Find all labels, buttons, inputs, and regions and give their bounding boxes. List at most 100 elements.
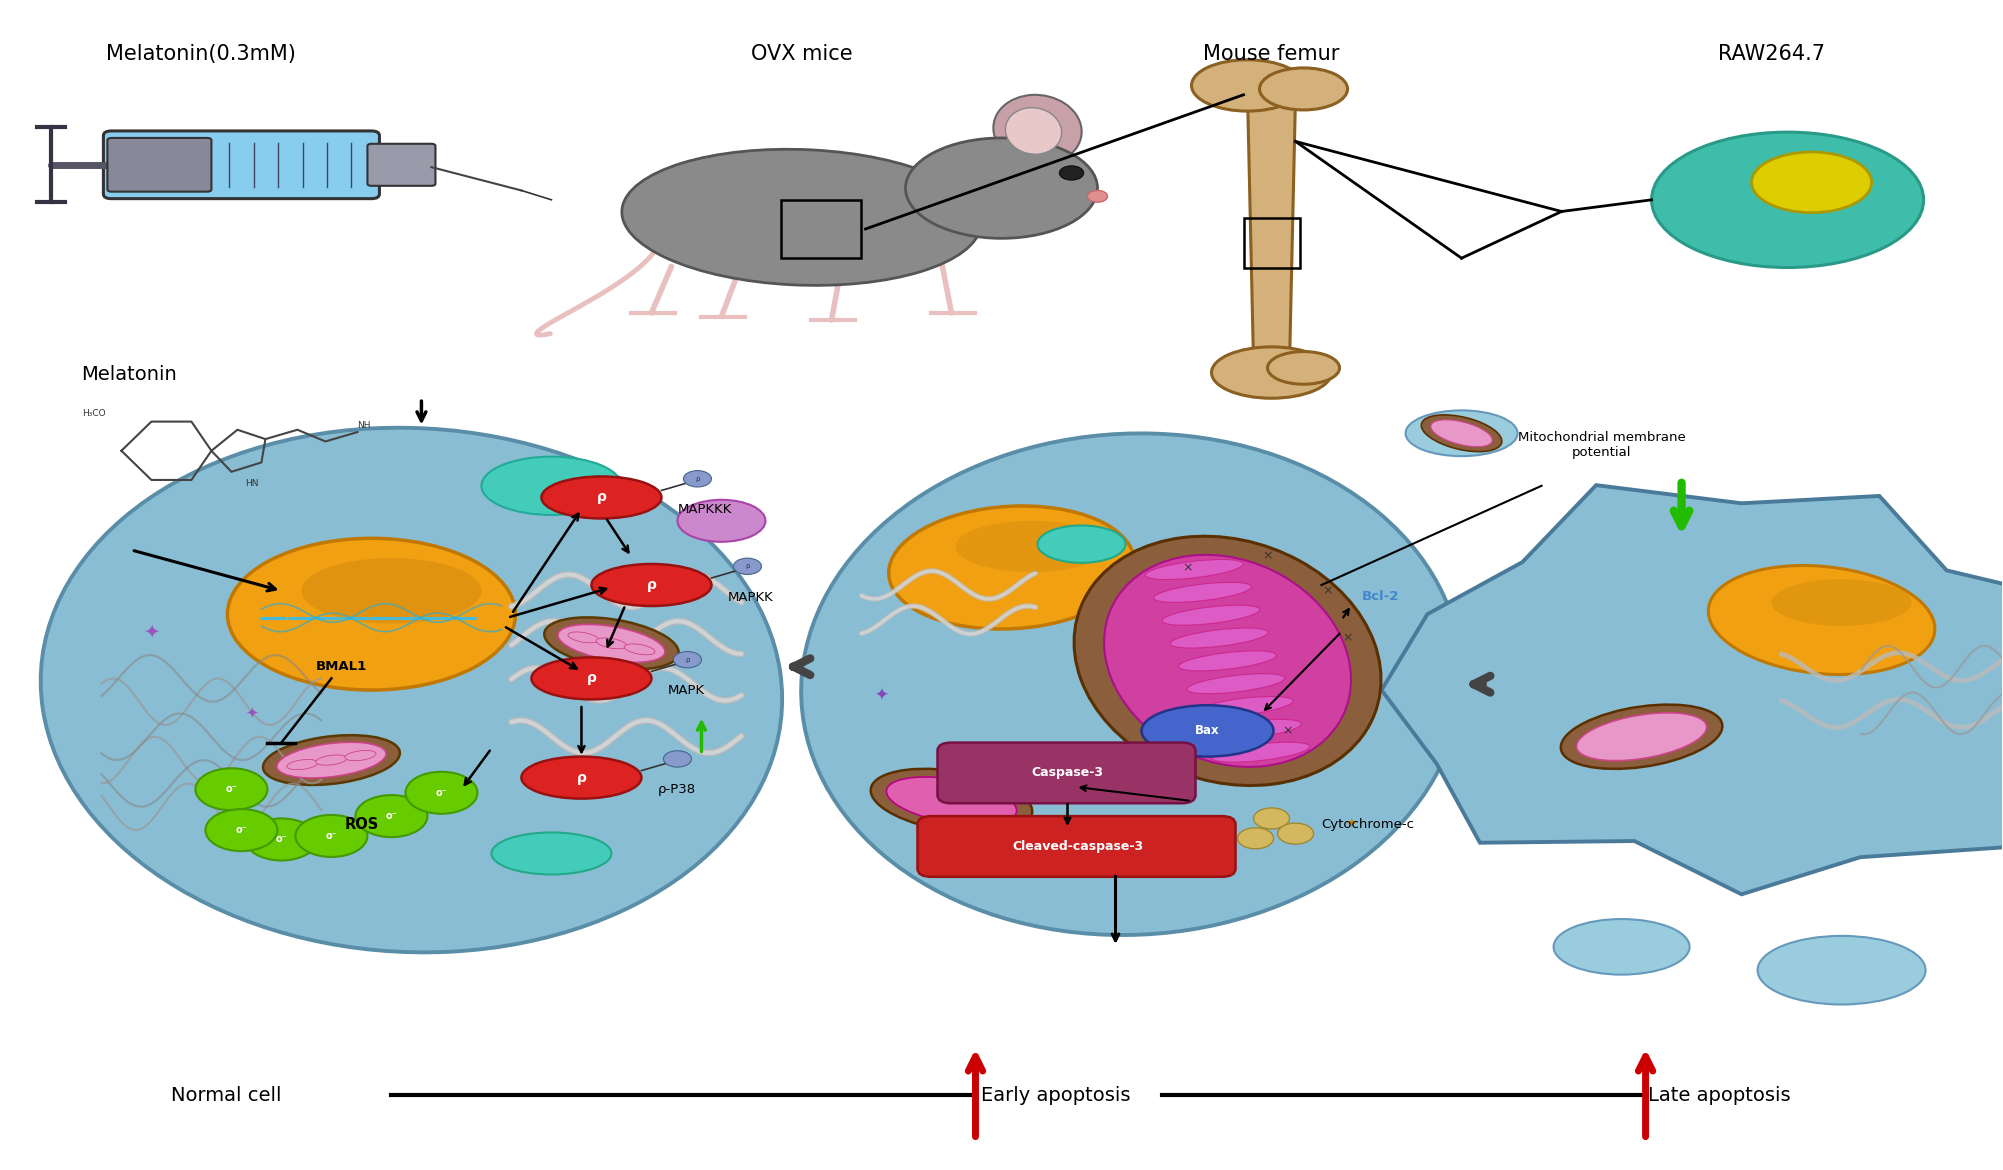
Ellipse shape [1074,536,1380,785]
FancyBboxPatch shape [104,131,379,199]
FancyBboxPatch shape [937,743,1196,804]
Text: Mouse femur: Mouse femur [1204,44,1340,64]
Text: ×: × [1182,560,1192,574]
Ellipse shape [1771,579,1911,626]
Polygon shape [1382,486,2003,894]
Text: ρ: ρ [647,578,657,592]
Ellipse shape [1006,108,1062,154]
Ellipse shape [889,505,1134,629]
Ellipse shape [1709,565,1935,675]
Ellipse shape [1196,696,1294,716]
Ellipse shape [1560,704,1723,769]
Text: H₃CO: H₃CO [82,410,106,418]
FancyBboxPatch shape [367,144,435,186]
Ellipse shape [1188,674,1284,694]
Text: Bax: Bax [1196,724,1220,737]
Circle shape [405,772,477,814]
Ellipse shape [1192,60,1304,111]
Ellipse shape [621,150,981,285]
Ellipse shape [1554,920,1691,975]
Ellipse shape [1260,68,1348,110]
Ellipse shape [1142,706,1274,757]
Text: ✦: ✦ [875,687,889,704]
Circle shape [733,558,761,574]
Ellipse shape [481,456,621,515]
Text: o⁻: o⁻ [385,811,397,821]
Ellipse shape [228,538,515,690]
Polygon shape [1248,95,1296,363]
Ellipse shape [1268,351,1340,384]
Text: ✦: ✦ [244,706,258,721]
Text: ×: × [1342,631,1352,644]
Text: OVX mice: OVX mice [751,44,853,64]
Text: MAPK: MAPK [667,684,705,697]
Ellipse shape [262,735,401,785]
Ellipse shape [541,476,661,518]
Circle shape [206,810,278,851]
Ellipse shape [1576,713,1707,760]
Text: Mitochondrial membrane
potential: Mitochondrial membrane potential [1518,431,1685,459]
Circle shape [1278,824,1314,844]
Text: Cleaved-caspase-3: Cleaved-caspase-3 [1012,840,1144,853]
Circle shape [1088,191,1108,202]
Circle shape [663,751,691,768]
Ellipse shape [625,644,655,655]
Circle shape [1238,828,1274,848]
FancyBboxPatch shape [917,817,1236,876]
Ellipse shape [677,500,765,542]
Ellipse shape [521,757,641,799]
Ellipse shape [300,558,481,624]
Ellipse shape [1212,742,1310,762]
Ellipse shape [276,742,387,778]
Text: ✦: ✦ [144,622,160,641]
FancyBboxPatch shape [108,138,212,192]
Bar [781,200,861,259]
Text: o⁻: o⁻ [276,834,286,845]
Ellipse shape [545,618,679,669]
Text: NH: NH [357,420,371,429]
Circle shape [246,819,316,860]
Ellipse shape [597,638,627,649]
Text: ×: × [1262,550,1272,563]
Circle shape [1060,166,1084,180]
Ellipse shape [1154,583,1252,603]
Text: ROS: ROS [345,817,379,832]
Ellipse shape [1422,415,1502,452]
Ellipse shape [1038,525,1126,563]
Ellipse shape [801,433,1462,935]
Text: o⁻: o⁻ [435,787,447,798]
Ellipse shape [993,95,1082,165]
Ellipse shape [531,658,651,700]
Text: Late apoptosis: Late apoptosis [1648,1086,1791,1104]
Ellipse shape [286,759,318,770]
Text: Melatonin: Melatonin [82,365,176,385]
Ellipse shape [887,777,1018,825]
Text: ρ-P38: ρ-P38 [657,784,695,797]
Text: o⁻: o⁻ [236,825,246,835]
Circle shape [683,470,711,487]
Text: Cytochrome-c: Cytochrome-c [1322,818,1414,831]
Text: BMAL1: BMAL1 [316,660,367,673]
Ellipse shape [871,769,1032,833]
Ellipse shape [569,632,599,642]
Text: ρ: ρ [577,771,587,785]
Ellipse shape [1104,555,1350,766]
Text: Caspase-3: Caspase-3 [1032,766,1104,779]
Circle shape [294,815,367,856]
Text: o⁻: o⁻ [326,831,337,841]
Text: MAPKK: MAPKK [727,591,773,604]
Text: ρ: ρ [745,563,749,570]
Ellipse shape [1757,936,1925,1005]
Ellipse shape [316,755,347,765]
Ellipse shape [1212,346,1332,398]
Bar [1244,219,1300,268]
Circle shape [355,796,427,837]
Ellipse shape [491,832,611,874]
Ellipse shape [345,750,377,760]
Ellipse shape [1751,152,1871,213]
Ellipse shape [1170,628,1268,648]
Text: o⁻: o⁻ [226,784,236,794]
Ellipse shape [1204,720,1302,739]
Ellipse shape [1430,420,1492,447]
Ellipse shape [591,564,711,606]
